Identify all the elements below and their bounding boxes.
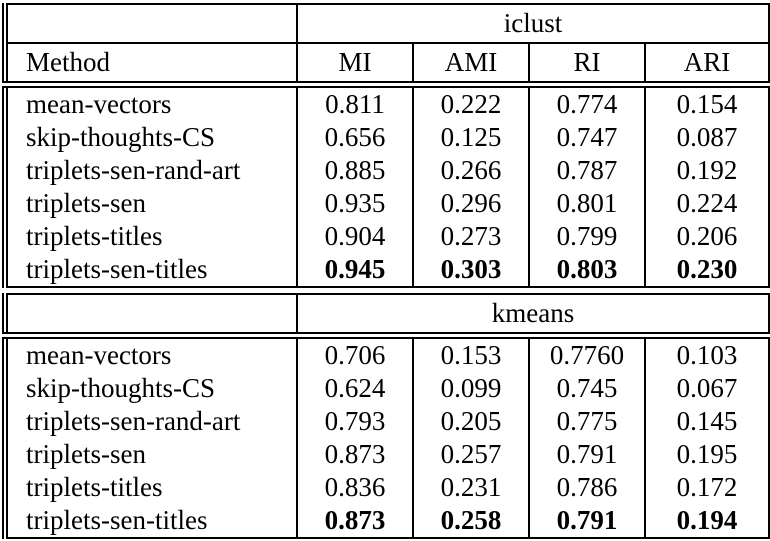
column-header-row: Method MI AMI RI ARI [5, 43, 770, 88]
iclust-group-header-row: iclust [5, 4, 770, 44]
ami-cell: 0.153 [413, 335, 530, 372]
col-header-method: Method [5, 43, 298, 88]
method-cell: triplets-sen [5, 187, 298, 220]
ari-cell: 0.172 [676, 471, 738, 502]
table-row: triplets-sen-rand-art 0.885 0.266 0.787 … [5, 154, 770, 187]
mi-cell: 0.873 [297, 438, 414, 471]
table-row: triplets-titles 0.836 0.231 0.786 0.172 [5, 471, 770, 504]
method-cell: mean-vectors [5, 335, 298, 372]
ami-cell: 0.266 [413, 154, 530, 187]
ami-cell: 0.296 [413, 187, 530, 220]
ami-cell: 0.258 [413, 504, 530, 538]
mi-cell: 0.811 [297, 84, 414, 121]
mi-cell: 0.656 [297, 121, 414, 154]
ami-cell: 0.273 [413, 220, 530, 253]
ari-cell: 0.067 [676, 372, 738, 403]
table-row: triplets-sen-rand-art 0.793 0.205 0.775 … [5, 405, 770, 438]
ari-cell: 0.103 [676, 339, 738, 370]
mi-cell: 0.624 [297, 372, 414, 405]
method-cell: mean-vectors [5, 84, 298, 121]
mi-cell: 0.885 [297, 154, 414, 187]
empty-corner-cell [5, 4, 298, 44]
table-row-best: triplets-sen-titles 0.945 0.303 0.803 0.… [5, 253, 770, 287]
group-header-iclust: iclust [297, 4, 770, 44]
ari-cell: 0.087 [676, 121, 738, 152]
col-header-ri: RI [529, 43, 646, 88]
ri-cell: 0.803 [529, 253, 646, 287]
mi-cell: 0.793 [297, 405, 414, 438]
mi-cell: 0.935 [297, 187, 414, 220]
col-header-mi: MI [297, 43, 414, 88]
method-cell: triplets-sen-rand-art [5, 154, 298, 187]
ri-cell: 0.786 [529, 471, 646, 504]
ari-cell: 0.224 [676, 187, 738, 218]
method-cell: triplets-sen-rand-art [5, 405, 298, 438]
ri-cell: 0.7760 [529, 335, 646, 372]
ari-cell: 0.195 [676, 438, 738, 469]
ari-cell: 0.206 [676, 220, 738, 251]
empty-corner-cell [5, 294, 298, 339]
ri-cell: 0.791 [529, 438, 646, 471]
ri-cell: 0.801 [529, 187, 646, 220]
iclust-table: iclust Method MI AMI RI ARI mean-vectors… [2, 3, 770, 288]
kmeans-table: kmeans mean-vectors 0.706 0.153 0.7760 0… [2, 293, 770, 539]
mi-cell: 0.836 [297, 471, 414, 504]
table-row-best: triplets-sen-titles 0.873 0.258 0.791 0.… [5, 504, 770, 538]
ari-cell: 0.154 [676, 88, 738, 119]
kmeans-group-header-row: kmeans [5, 294, 770, 339]
ari-cell: 0.194 [676, 504, 738, 535]
ami-cell: 0.257 [413, 438, 530, 471]
ri-cell: 0.787 [529, 154, 646, 187]
ari-cell: 0.145 [676, 405, 738, 436]
col-header-ari: ARI [645, 43, 770, 88]
ri-cell: 0.775 [529, 405, 646, 438]
method-cell: triplets-sen [5, 438, 298, 471]
table-row: triplets-sen 0.935 0.296 0.801 0.224 [5, 187, 770, 220]
ami-cell: 0.231 [413, 471, 530, 504]
mi-cell: 0.945 [297, 253, 414, 287]
table-row: triplets-sen 0.873 0.257 0.791 0.195 [5, 438, 770, 471]
method-cell: triplets-titles [5, 220, 298, 253]
method-cell: triplets-titles [5, 471, 298, 504]
ari-cell: 0.192 [676, 154, 738, 185]
mi-cell: 0.706 [297, 335, 414, 372]
ami-cell: 0.303 [413, 253, 530, 287]
ami-cell: 0.099 [413, 372, 530, 405]
table-row: mean-vectors 0.811 0.222 0.774 0.154 [5, 84, 770, 121]
ri-cell: 0.745 [529, 372, 646, 405]
mi-cell: 0.873 [297, 504, 414, 538]
method-cell: triplets-sen-titles [5, 253, 298, 287]
ari-cell: 0.230 [676, 253, 738, 284]
ri-cell: 0.774 [529, 84, 646, 121]
method-cell: triplets-sen-titles [5, 504, 298, 538]
ri-cell: 0.747 [529, 121, 646, 154]
ami-cell: 0.205 [413, 405, 530, 438]
table-row: mean-vectors 0.706 0.153 0.7760 0.103 [5, 335, 770, 372]
ami-cell: 0.222 [413, 84, 530, 121]
mi-cell: 0.904 [297, 220, 414, 253]
col-header-ami: AMI [413, 43, 530, 88]
method-cell: skip-thoughts-CS [5, 372, 298, 405]
table-row: skip-thoughts-CS 0.624 0.099 0.745 0.067 [5, 372, 770, 405]
ami-cell: 0.125 [413, 121, 530, 154]
ri-cell: 0.791 [529, 504, 646, 538]
ri-cell: 0.799 [529, 220, 646, 253]
table-row: skip-thoughts-CS 0.656 0.125 0.747 0.087 [5, 121, 770, 154]
method-cell: skip-thoughts-CS [5, 121, 298, 154]
table-row: triplets-titles 0.904 0.273 0.799 0.206 [5, 220, 770, 253]
group-header-kmeans: kmeans [297, 294, 770, 339]
